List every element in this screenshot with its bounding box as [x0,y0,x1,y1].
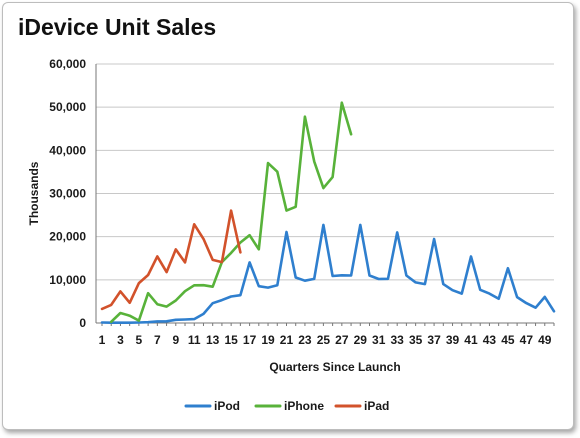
legend-label-ipod: iPod [214,399,240,413]
x-tick-label: 3 [117,333,124,347]
x-tick-label: 49 [538,333,552,347]
legend: iPod iPhone iPad [184,399,389,413]
x-tick-label: 39 [446,333,460,347]
x-tick-label: 21 [280,333,294,347]
x-tick-label: 7 [154,333,161,347]
x-tick-label: 17 [243,333,257,347]
y-tick-label: 50,000 [49,100,86,114]
x-tick-label: 27 [335,333,349,347]
y-tick-label: 20,000 [49,230,86,244]
x-tick-label: 37 [427,333,441,347]
x-tick-label: 1 [99,333,106,347]
y-tick-label: 0 [79,316,86,330]
x-tick-label: 33 [391,333,405,347]
series-line-ipod [100,223,556,325]
y-tick-label: 10,000 [49,273,86,287]
x-tick-label: 11 [188,333,201,347]
chart-title: iDevice Unit Sales [18,14,217,40]
y-axis-ticks: 0 10,000 20,000 30,000 40,000 50,000 60,000 [49,57,86,330]
series-line-ipad [100,209,242,311]
gridlines [96,63,554,281]
y-tick-label: 40,000 [49,143,86,157]
x-tick-label: 35 [409,333,423,347]
x-tick-label: 19 [261,333,275,347]
series-lines [100,101,556,325]
x-axis-label: Quarters Since Launch [269,360,400,374]
y-axis-label: Thousands [27,161,41,225]
x-tick-label: 47 [520,333,534,347]
chart-frame [2,2,574,430]
x-tick-label: 31 [372,333,386,347]
x-tick-label: 29 [354,333,368,347]
x-tick-label: 15 [224,333,238,347]
x-tick-label: 41 [464,333,478,347]
y-tick-label: 30,000 [49,187,86,201]
x-tick-label: 45 [501,333,515,347]
x-axis-ticks: 1 3 5 7 9 11 13 15 17 19 21 23 25 27 29 31 33 35 37 39 41 43 4… [99,333,552,347]
x-tick-label: 5 [136,333,143,347]
axes [95,64,555,326]
legend-label-iphone: iPhone [284,399,324,413]
x-tick-label: 43 [483,333,497,347]
x-tick-label: 9 [172,333,179,347]
series-line-iphone [109,101,353,324]
x-tick-label: 25 [317,333,331,347]
legend-label-ipad: iPad [364,399,389,413]
x-tick-label: 23 [298,333,312,347]
x-tick-label: 13 [206,333,220,347]
y-tick-label: 60,000 [49,57,86,71]
